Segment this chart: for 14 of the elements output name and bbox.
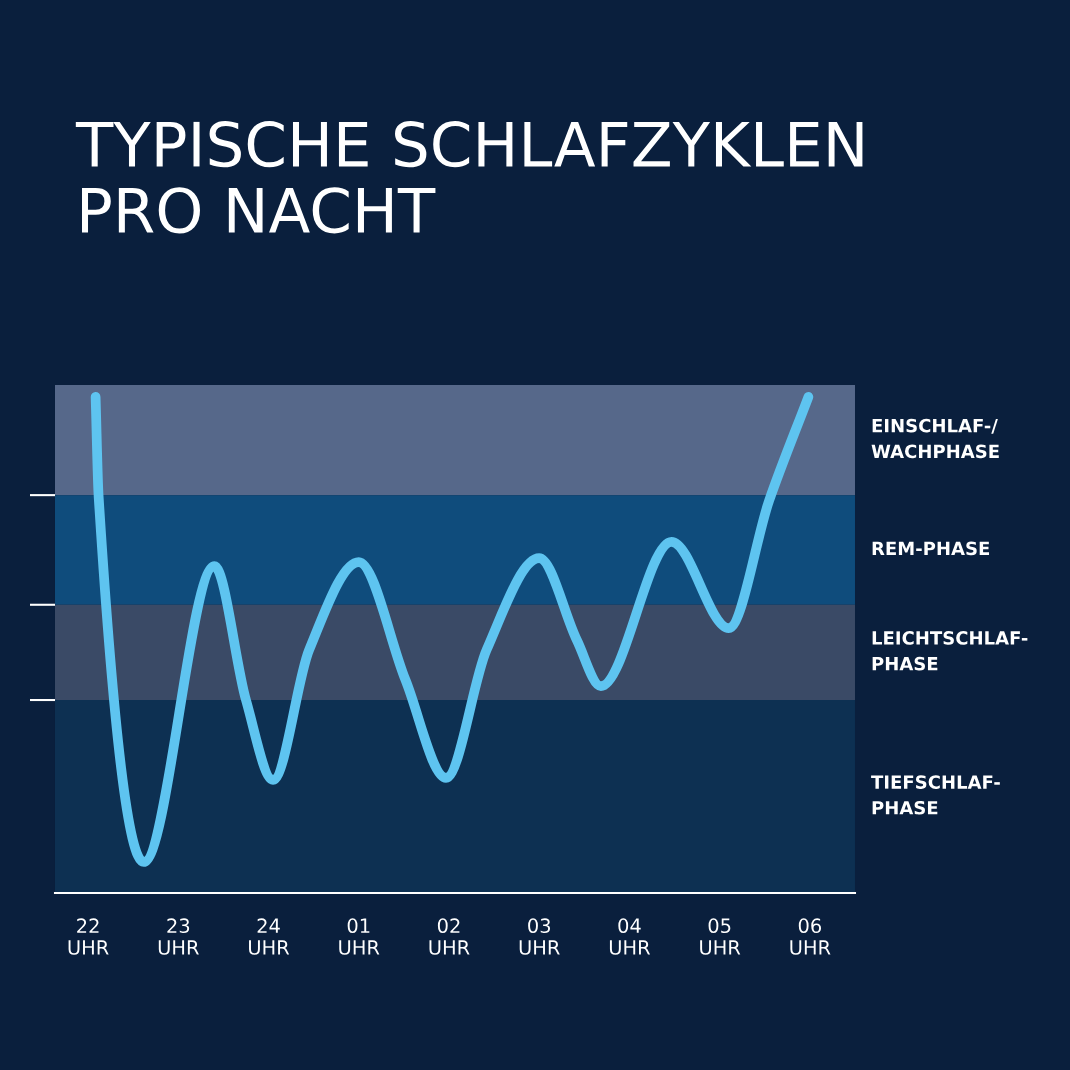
x-tick-label: 05 UHR [700,918,741,955]
x-tick-label: 23 UHR [158,918,199,955]
x-tick-label: 03 UHR [519,918,560,955]
chart-title: TYPISCHE SCHLAFZYKLEN PRO NACHT [75,121,863,234]
band-label: EINSCHLAF-/ WACHPHASE [871,418,999,459]
x-tick-label: 24 UHR [249,918,290,955]
x-tick-label: 22 UHR [68,918,109,955]
x-tick-label: 06 UHR [790,918,831,955]
x-tick-label: 02 UHR [429,918,470,955]
band-label: TIEFSCHLAF- PHASE [871,775,1000,815]
x-tick-label: 01 UHR [339,918,380,955]
x-tick-label: 04 UHR [609,918,651,955]
band-label: LEICHTSCHLAF- PHASE [872,631,1028,671]
band-label: REM-PHASE [872,541,990,556]
